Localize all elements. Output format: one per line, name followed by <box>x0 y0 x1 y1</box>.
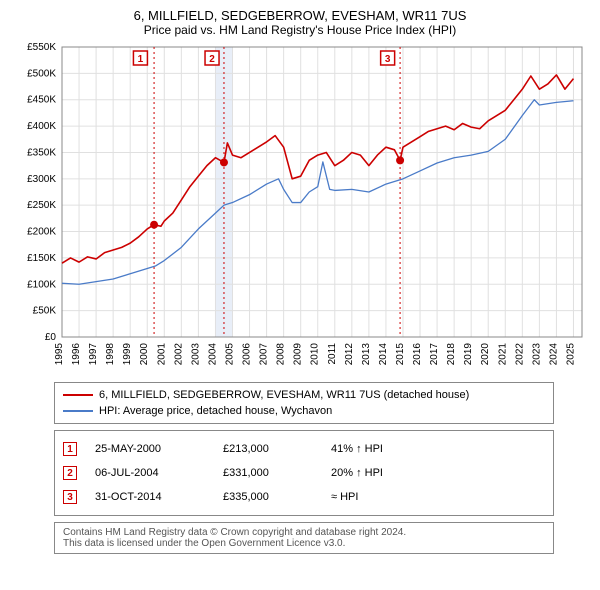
legend-label: HPI: Average price, detached house, Wych… <box>99 405 332 417</box>
svg-text:2021: 2021 <box>497 343 508 366</box>
svg-text:2004: 2004 <box>207 343 218 366</box>
footnote: Contains HM Land Registry data © Crown c… <box>54 522 554 554</box>
svg-text:2025: 2025 <box>565 343 576 366</box>
sale-marker-badge: 1 <box>63 442 77 456</box>
svg-text:2010: 2010 <box>310 343 321 366</box>
svg-text:1: 1 <box>138 54 144 65</box>
svg-text:2003: 2003 <box>190 343 201 366</box>
legend-swatch <box>63 410 93 412</box>
svg-text:2017: 2017 <box>429 343 440 366</box>
svg-text:2018: 2018 <box>446 343 457 366</box>
svg-text:2016: 2016 <box>412 343 423 366</box>
svg-text:£100K: £100K <box>27 279 56 290</box>
svg-text:£450K: £450K <box>27 95 56 106</box>
svg-text:£0: £0 <box>45 332 57 343</box>
svg-text:2022: 2022 <box>514 343 525 366</box>
sale-date: 25-MAY-2000 <box>95 443 205 455</box>
svg-text:2020: 2020 <box>480 343 491 366</box>
svg-text:1999: 1999 <box>122 343 133 366</box>
svg-text:2: 2 <box>209 54 215 65</box>
svg-text:2007: 2007 <box>259 343 270 366</box>
chart-area: £0 £50K £100K £150K £200K £250K £300K £350K £400… <box>10 41 590 376</box>
svg-text:1998: 1998 <box>105 343 116 366</box>
legend-label: 6, MILLFIELD, SEDGEBERROW, EVESHAM, WR11… <box>99 389 469 401</box>
svg-text:2000: 2000 <box>139 343 150 366</box>
sale-vs-hpi: ≈ HPI <box>331 491 451 503</box>
table-row: 2 06-JUL-2004 £331,000 20% ↑ HPI <box>63 461 545 485</box>
sale-vs-hpi: 20% ↑ HPI <box>331 467 451 479</box>
svg-text:£550K: £550K <box>27 42 56 53</box>
table-row: 3 31-OCT-2014 £335,000 ≈ HPI <box>63 485 545 509</box>
svg-text:2002: 2002 <box>173 343 184 366</box>
sale-marker-badge: 2 <box>63 466 77 480</box>
svg-text:£150K: £150K <box>27 253 56 264</box>
svg-text:2008: 2008 <box>276 343 287 366</box>
svg-text:1995: 1995 <box>54 343 65 366</box>
svg-text:2006: 2006 <box>242 343 253 366</box>
svg-text:1997: 1997 <box>88 343 99 366</box>
sale-price: £335,000 <box>223 491 313 503</box>
svg-text:1996: 1996 <box>71 343 82 366</box>
svg-text:2019: 2019 <box>463 343 474 366</box>
svg-text:2009: 2009 <box>293 343 304 366</box>
svg-text:2005: 2005 <box>224 343 235 366</box>
sale-date: 06-JUL-2004 <box>95 467 205 479</box>
legend-item: 6, MILLFIELD, SEDGEBERROW, EVESHAM, WR11… <box>63 387 545 403</box>
sale-marker-badge: 3 <box>63 490 77 504</box>
sale-date: 31-OCT-2014 <box>95 491 205 503</box>
sale-price: £331,000 <box>223 467 313 479</box>
svg-text:£400K: £400K <box>27 121 56 132</box>
chart-container: 6, MILLFIELD, SEDGEBERROW, EVESHAM, WR11… <box>0 0 600 562</box>
legend-swatch <box>63 394 93 396</box>
legend: 6, MILLFIELD, SEDGEBERROW, EVESHAM, WR11… <box>54 382 554 424</box>
line-chart-svg: £0 £50K £100K £150K £200K £250K £300K £350K £400… <box>10 41 590 371</box>
svg-text:£300K: £300K <box>27 174 56 185</box>
chart-title: 6, MILLFIELD, SEDGEBERROW, EVESHAM, WR11… <box>10 8 590 23</box>
svg-text:2001: 2001 <box>156 343 167 366</box>
sale-price: £213,000 <box>223 443 313 455</box>
svg-text:2024: 2024 <box>548 343 559 366</box>
table-row: 1 25-MAY-2000 £213,000 41% ↑ HPI <box>63 437 545 461</box>
svg-text:£350K: £350K <box>27 147 56 158</box>
svg-text:£250K: £250K <box>27 200 56 211</box>
svg-text:2015: 2015 <box>395 343 406 366</box>
footnote-line: This data is licensed under the Open Gov… <box>63 538 545 549</box>
svg-text:2013: 2013 <box>361 343 372 366</box>
svg-text:2014: 2014 <box>378 343 389 366</box>
svg-text:2023: 2023 <box>531 343 542 366</box>
chart-subtitle: Price paid vs. HM Land Registry's House … <box>10 23 590 37</box>
svg-text:£500K: £500K <box>27 68 56 79</box>
svg-text:£50K: £50K <box>33 306 57 317</box>
legend-item: HPI: Average price, detached house, Wych… <box>63 403 545 419</box>
svg-text:2011: 2011 <box>327 343 338 365</box>
title-block: 6, MILLFIELD, SEDGEBERROW, EVESHAM, WR11… <box>10 8 590 37</box>
sale-vs-hpi: 41% ↑ HPI <box>331 443 451 455</box>
footnote-line: Contains HM Land Registry data © Crown c… <box>63 527 545 538</box>
svg-text:2012: 2012 <box>344 343 355 366</box>
svg-text:£200K: £200K <box>27 227 56 238</box>
svg-text:3: 3 <box>385 54 391 65</box>
sales-table: 1 25-MAY-2000 £213,000 41% ↑ HPI 2 06-JUL-200… <box>54 430 554 516</box>
